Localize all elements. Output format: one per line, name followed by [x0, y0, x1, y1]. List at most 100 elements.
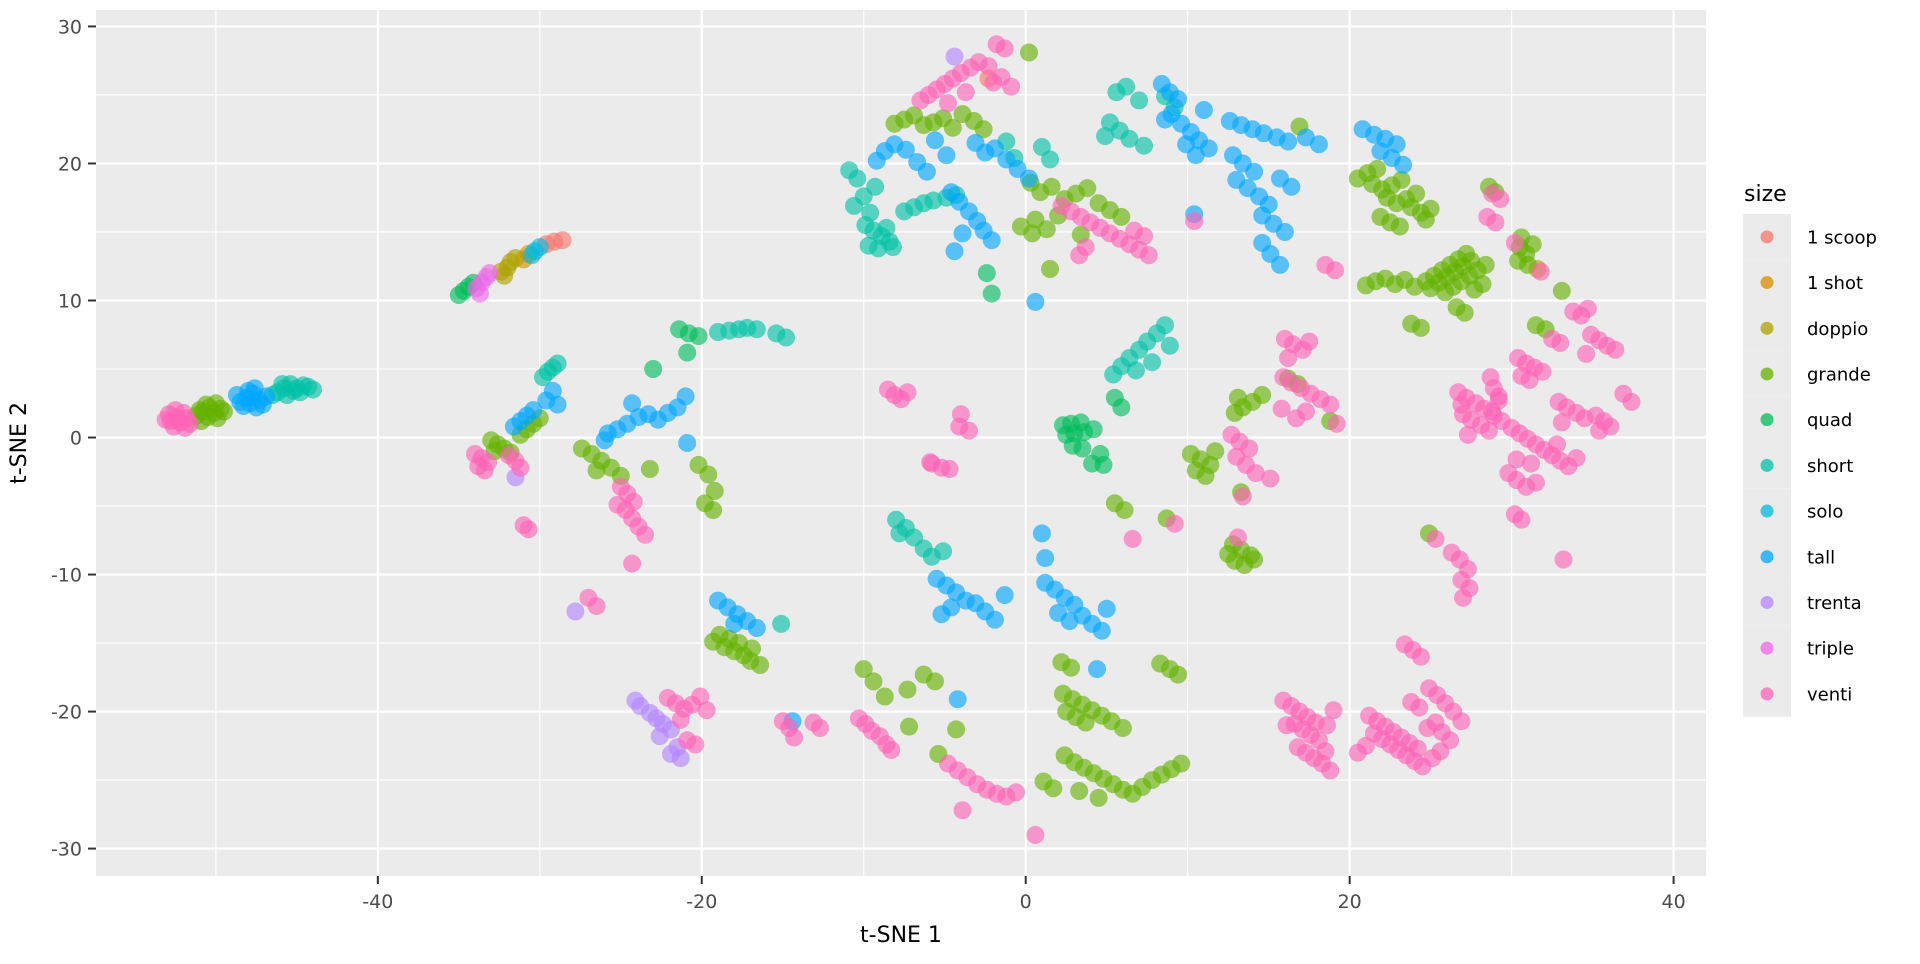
data-point-quad — [689, 327, 708, 346]
data-point-tall — [995, 586, 1014, 605]
data-point-venti — [1458, 425, 1477, 444]
data-point-tall — [953, 224, 972, 243]
legend-title: size — [1744, 182, 1787, 207]
legend-label: short — [1807, 456, 1853, 477]
data-point-tall — [985, 139, 1004, 158]
data-point-grande — [1407, 184, 1426, 203]
data-point-tall — [896, 140, 915, 159]
data-point-grande — [1042, 177, 1061, 196]
data-point-trenta — [671, 749, 690, 768]
data-point-venti — [1606, 340, 1625, 359]
data-point-venti — [1139, 246, 1158, 265]
data-point-grande — [898, 680, 917, 699]
data-point-trenta — [626, 691, 645, 710]
data-point-grande — [1076, 713, 1095, 732]
y-axis-title: t-SNE 2 — [7, 402, 32, 484]
data-point-solo — [522, 246, 541, 265]
data-point-tall — [982, 231, 1001, 250]
data-point-venti — [511, 458, 530, 477]
data-point-tall — [1387, 135, 1406, 154]
data-point-venti — [1261, 469, 1280, 488]
data-point-grande — [1078, 179, 1097, 198]
data-point-grande — [875, 687, 894, 706]
data-point-grande — [705, 482, 724, 500]
data-point-venti — [1277, 716, 1296, 735]
legend-swatch-solo — [1760, 504, 1774, 518]
data-point-venti — [1531, 262, 1550, 281]
data-point-venti — [1426, 529, 1445, 548]
data-point-venti — [1228, 528, 1247, 547]
data-point-grande — [699, 465, 718, 484]
data-point-venti — [1123, 529, 1142, 548]
data-point-venti — [1002, 77, 1021, 96]
data-point-venti — [882, 740, 901, 759]
data-point-venti — [1411, 647, 1430, 666]
data-point-tall — [245, 379, 264, 398]
data-point-venti — [1026, 825, 1045, 844]
legend-label: venti — [1807, 684, 1852, 705]
data-point-venti — [1327, 414, 1346, 433]
data-point-grande — [1070, 782, 1089, 800]
data-point-trenta — [650, 727, 669, 746]
data-point-short — [1143, 353, 1162, 372]
data-point-tall — [1092, 621, 1111, 640]
data-point-venti — [623, 554, 642, 573]
data-point-tall — [1088, 660, 1106, 679]
data-point-quad — [977, 264, 996, 283]
y-tick-label: -20 — [51, 702, 82, 724]
data-point-tall — [543, 381, 562, 400]
data-point-venti — [1491, 190, 1510, 209]
data-point-short — [747, 320, 766, 339]
data-point-grande — [1115, 501, 1134, 520]
data-point-tall — [1394, 155, 1413, 174]
data-point-grande — [704, 501, 723, 520]
legend-swatch-quad — [1760, 413, 1774, 427]
data-point-venti — [1287, 409, 1306, 428]
data-point-grande — [1041, 260, 1059, 278]
data-point-grande — [640, 460, 659, 478]
data-point-tall — [985, 610, 1004, 629]
data-point-grande — [1062, 658, 1081, 677]
legend-label: tall — [1807, 547, 1835, 568]
data-point-venti — [1007, 783, 1025, 802]
data-point-tall — [926, 131, 944, 150]
legend-swatch-1-scoop — [1760, 230, 1774, 244]
x-tick-label: -40 — [362, 891, 393, 913]
data-point-trenta — [566, 602, 585, 621]
x-tick-label: 20 — [1338, 891, 1362, 913]
data-point-venti — [1590, 421, 1609, 440]
data-point-venti — [180, 414, 199, 433]
data-point-tall — [595, 431, 614, 450]
data-point-doppio — [495, 266, 514, 285]
data-point-tall — [1279, 132, 1298, 151]
y-tick-label: 10 — [58, 290, 82, 312]
data-point-venti — [1233, 487, 1252, 506]
data-point-tall — [548, 395, 567, 414]
data-point-short — [866, 177, 885, 196]
data-point-tall — [1194, 101, 1213, 119]
data-point-tall — [1026, 292, 1045, 311]
data-point-short — [890, 524, 909, 543]
x-axis-title: t-SNE 1 — [860, 923, 942, 948]
data-point-venti — [1185, 212, 1204, 230]
data-point-short — [1096, 127, 1115, 146]
data-point-short — [877, 218, 896, 237]
x-tick-label: -20 — [686, 891, 717, 913]
data-point-grande — [947, 720, 966, 739]
data-point-grande — [1368, 159, 1387, 178]
data-point-tall — [1309, 135, 1328, 154]
data-point-grande — [1228, 388, 1247, 407]
legend-swatch-trenta — [1760, 595, 1774, 609]
data-point-short — [1041, 150, 1059, 169]
data-point-venti — [1321, 395, 1340, 414]
data-point-venti — [671, 710, 690, 729]
data-point-venti — [1520, 371, 1539, 389]
data-point-venti — [1486, 213, 1505, 232]
data-point-quad — [678, 343, 697, 362]
data-point-short — [304, 380, 322, 399]
data-point-short — [548, 354, 567, 373]
data-point-quad — [644, 360, 663, 378]
legend-swatch-1-shot — [1760, 276, 1774, 290]
data-point-venti — [1552, 413, 1571, 432]
data-point-grande — [1245, 550, 1264, 569]
